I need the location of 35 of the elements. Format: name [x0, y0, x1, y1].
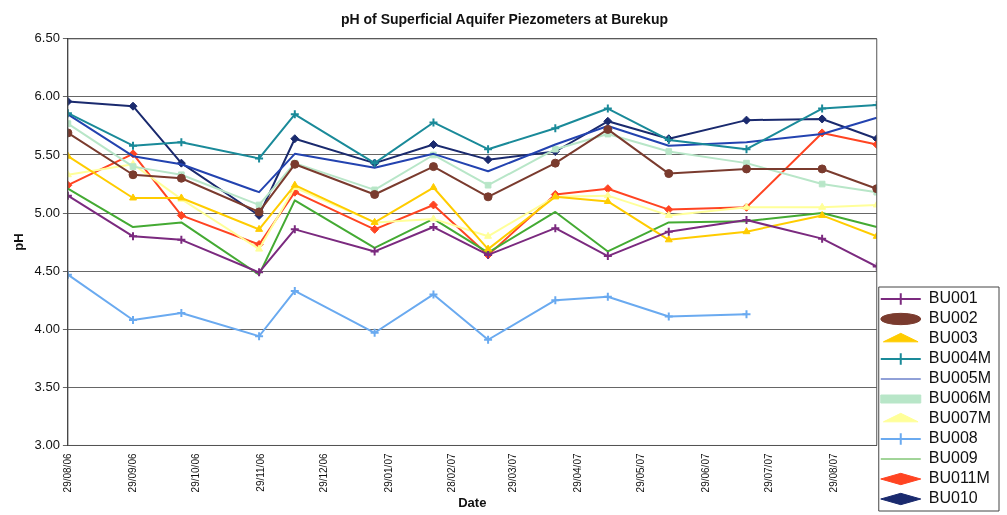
chart-title: pH of Superficial Aquifer Piezometers at Burekup — [341, 11, 668, 28]
x-tick-label: 29/04/07 — [572, 453, 584, 493]
legend-label: BU003 — [928, 329, 978, 347]
legend-label: BU001 — [928, 289, 978, 307]
x-tick-label: 29/01/07 — [383, 453, 395, 493]
legend-label: BU006M — [928, 389, 991, 407]
y-axis-title: pH — [11, 233, 27, 251]
y-tick-label: 4.00 — [34, 320, 60, 336]
legend-label: BU002 — [928, 309, 978, 327]
x-tick-label: 29/12/06 — [317, 453, 329, 493]
y-tick-label: 6.00 — [34, 88, 60, 104]
y-tick-label: 3.00 — [34, 437, 60, 453]
y-tick-label: 5.00 — [34, 204, 60, 220]
x-tick-label: 29/05/07 — [635, 453, 647, 493]
x-tick-label: 29/06/07 — [700, 453, 712, 493]
x-tick-label: 29/08/07 — [828, 453, 840, 493]
x-tick-label: 28/02/07 — [446, 453, 458, 493]
y-tick-label: 4.50 — [34, 262, 60, 278]
x-tick-label: 29/11/06 — [254, 453, 266, 492]
legend-label: BU005M — [928, 369, 991, 387]
x-tick-label: 29/10/06 — [189, 453, 201, 493]
y-tick-label: 5.50 — [34, 146, 60, 162]
legend-label: BU010 — [928, 489, 978, 507]
y-tick-label: 3.50 — [34, 378, 60, 394]
x-tick-label: 29/09/06 — [126, 453, 138, 493]
legend-label: BU007M — [928, 409, 991, 427]
x-tick-label: 29/03/07 — [507, 453, 519, 493]
x-axis-title: Date — [458, 494, 487, 510]
legend-label: BU004M — [928, 349, 991, 367]
legend-label: BU011M — [928, 469, 990, 487]
x-tick-label: 29/07/07 — [763, 453, 775, 493]
y-tick-label: 6.50 — [34, 30, 60, 46]
legend-label: BU009 — [928, 449, 978, 467]
legend-label: BU008 — [928, 429, 978, 447]
x-tick-label: 29/08/06 — [61, 453, 73, 493]
